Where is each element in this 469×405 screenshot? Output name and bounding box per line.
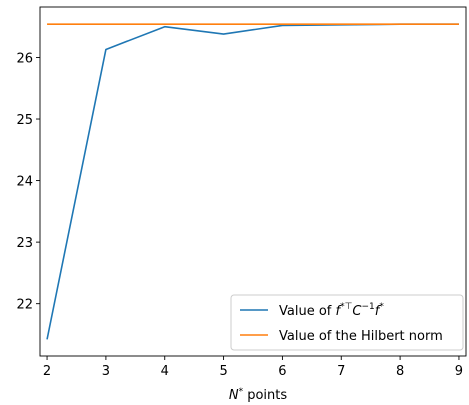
legend-box [230, 294, 464, 351]
x-axis-label: N* points [229, 387, 288, 403]
x-tick-label: 2 [43, 364, 51, 379]
x-tick-label: 4 [161, 364, 169, 379]
y-tick-label: 24 [16, 175, 33, 190]
y-axis: 22 23 24 25 26 [16, 51, 40, 313]
y-tick-label: 22 [16, 298, 33, 313]
y-tick-label: 23 [16, 236, 33, 251]
x-axis: 2 3 4 5 6 7 8 9 [43, 356, 463, 379]
legend: Value of f*⊤C−1f* Value of the Hilbert n… [230, 294, 464, 351]
x-tick-label: 7 [337, 364, 345, 379]
x-tick-label: 8 [396, 364, 404, 379]
y-tick-label: 25 [16, 113, 33, 128]
x-tick-label: 6 [278, 364, 286, 379]
x-tick-label: 3 [102, 364, 110, 379]
x-tick-label: 5 [219, 364, 227, 379]
series-layer [46, 23, 459, 340]
x-tick-label: 9 [455, 364, 463, 379]
y-tick-label: 26 [16, 51, 33, 66]
plot-frame [39, 6, 467, 357]
legend-label-series-1: Value of f*⊤C−1f* [279, 302, 384, 319]
legend-label-series-2: Value of the Hilbert norm [279, 329, 443, 344]
